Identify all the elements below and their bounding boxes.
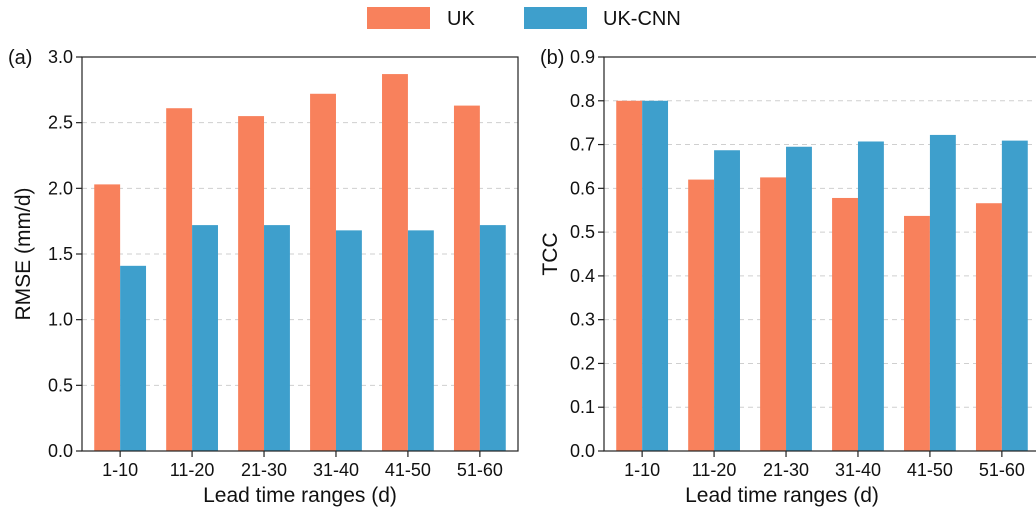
x-tick-label: 1-10 bbox=[624, 460, 660, 480]
x-tick-label: 51-60 bbox=[979, 460, 1025, 480]
bar-uk-1-10 bbox=[616, 100, 643, 452]
bar-uk-11-20 bbox=[688, 179, 715, 452]
bar-uk-cnn-21-30 bbox=[264, 225, 290, 451]
x-axis-title: Lead time ranges (d) bbox=[203, 484, 397, 507]
bar-uk-cnn-11-20 bbox=[192, 225, 218, 451]
bar-uk-cnn-51-60 bbox=[479, 225, 506, 451]
x-tick-label: 21-30 bbox=[763, 460, 809, 480]
x-tick-label: 51-60 bbox=[457, 460, 503, 480]
y-tick-label: 0.5 bbox=[570, 222, 595, 242]
bar-uk-21-30 bbox=[238, 116, 265, 451]
y-tick-label: 0.6 bbox=[570, 178, 595, 198]
panel-a: 0.0 0.5 1.0 1.5 2.0 2.5 3.0 1-10 11-20 21-30 31-40… bbox=[8, 47, 519, 507]
y-axis-title: TCC bbox=[539, 232, 562, 275]
bar-uk-51-60 bbox=[453, 105, 480, 452]
bar-uk-11-20 bbox=[166, 108, 193, 451]
legend: UK UK-CNN bbox=[367, 7, 681, 30]
bar-uk-cnn-41-50 bbox=[407, 230, 434, 451]
y-tick-label: 1.5 bbox=[48, 244, 73, 264]
bar-uk-41-50 bbox=[904, 215, 930, 451]
bar-uk-51-60 bbox=[975, 203, 1002, 451]
bar-uk-cnn-41-50 bbox=[929, 134, 956, 451]
bar-uk-31-40 bbox=[310, 93, 336, 452]
x-tick-label: 31-40 bbox=[313, 460, 359, 480]
y-tick-label: 0.0 bbox=[48, 441, 73, 461]
y-tick-label: 0.1 bbox=[570, 397, 595, 417]
panel-label: (b) bbox=[540, 47, 564, 69]
x-tick-label: 31-40 bbox=[835, 460, 881, 480]
bar-uk-cnn-31-40 bbox=[857, 141, 884, 452]
y-tick-label: 2.5 bbox=[48, 113, 73, 133]
panel-label: (a) bbox=[8, 47, 32, 69]
bar-uk-41-50 bbox=[382, 74, 408, 451]
bar-uk-cnn-21-30 bbox=[786, 146, 812, 451]
legend-swatch-uk bbox=[367, 7, 430, 29]
y-tick-label: 0.7 bbox=[570, 135, 595, 155]
y-tick-label: 1.0 bbox=[48, 310, 73, 330]
bar-uk-cnn-11-20 bbox=[714, 150, 740, 451]
y-tick-label: 0.2 bbox=[570, 353, 595, 373]
bar-uk-21-30 bbox=[760, 177, 787, 451]
y-tick-label: 0.8 bbox=[570, 91, 595, 111]
bar-uk-cnn-31-40 bbox=[335, 230, 362, 451]
panel-b: 0.0 0.1 0.2 0.3 0.4 0.5 0.6 0.7 0.8 0.9 1-10 11-20 2… bbox=[539, 47, 1036, 507]
y-tick-label: 2.0 bbox=[48, 178, 73, 198]
x-tick-label: 1-10 bbox=[102, 460, 138, 480]
plot-frame bbox=[603, 56, 1036, 452]
y-tick-label: 0.5 bbox=[48, 375, 73, 395]
y-tick-label: 0.0 bbox=[570, 441, 595, 461]
y-tick-label: 0.3 bbox=[570, 310, 595, 330]
y-tick-label: 3.0 bbox=[48, 47, 73, 67]
y-tick-label: 0.9 bbox=[570, 47, 595, 67]
bar-uk-cnn-1-10 bbox=[642, 100, 669, 452]
bar-uk-cnn-1-10 bbox=[120, 265, 147, 451]
x-tick-label: 11-20 bbox=[170, 460, 215, 480]
legend-label-uk-cnn: UK-CNN bbox=[603, 8, 681, 30]
bar-uk-cnn-51-60 bbox=[1001, 140, 1028, 452]
bar-uk-1-10 bbox=[94, 184, 121, 452]
x-tick-label: 21-30 bbox=[241, 460, 287, 480]
legend-swatch-uk-cnn bbox=[524, 7, 587, 29]
bar-uk-31-40 bbox=[832, 197, 858, 451]
y-tick-label: 0.4 bbox=[570, 266, 595, 286]
x-axis-title: Lead time ranges (d) bbox=[685, 484, 879, 507]
legend-label-uk: UK bbox=[447, 8, 475, 30]
x-tick-label: 11-20 bbox=[692, 460, 737, 480]
y-axis-title: RMSE (mm/d) bbox=[12, 188, 35, 321]
x-tick-label: 41-50 bbox=[907, 460, 953, 480]
x-tick-label: 41-50 bbox=[385, 460, 431, 480]
